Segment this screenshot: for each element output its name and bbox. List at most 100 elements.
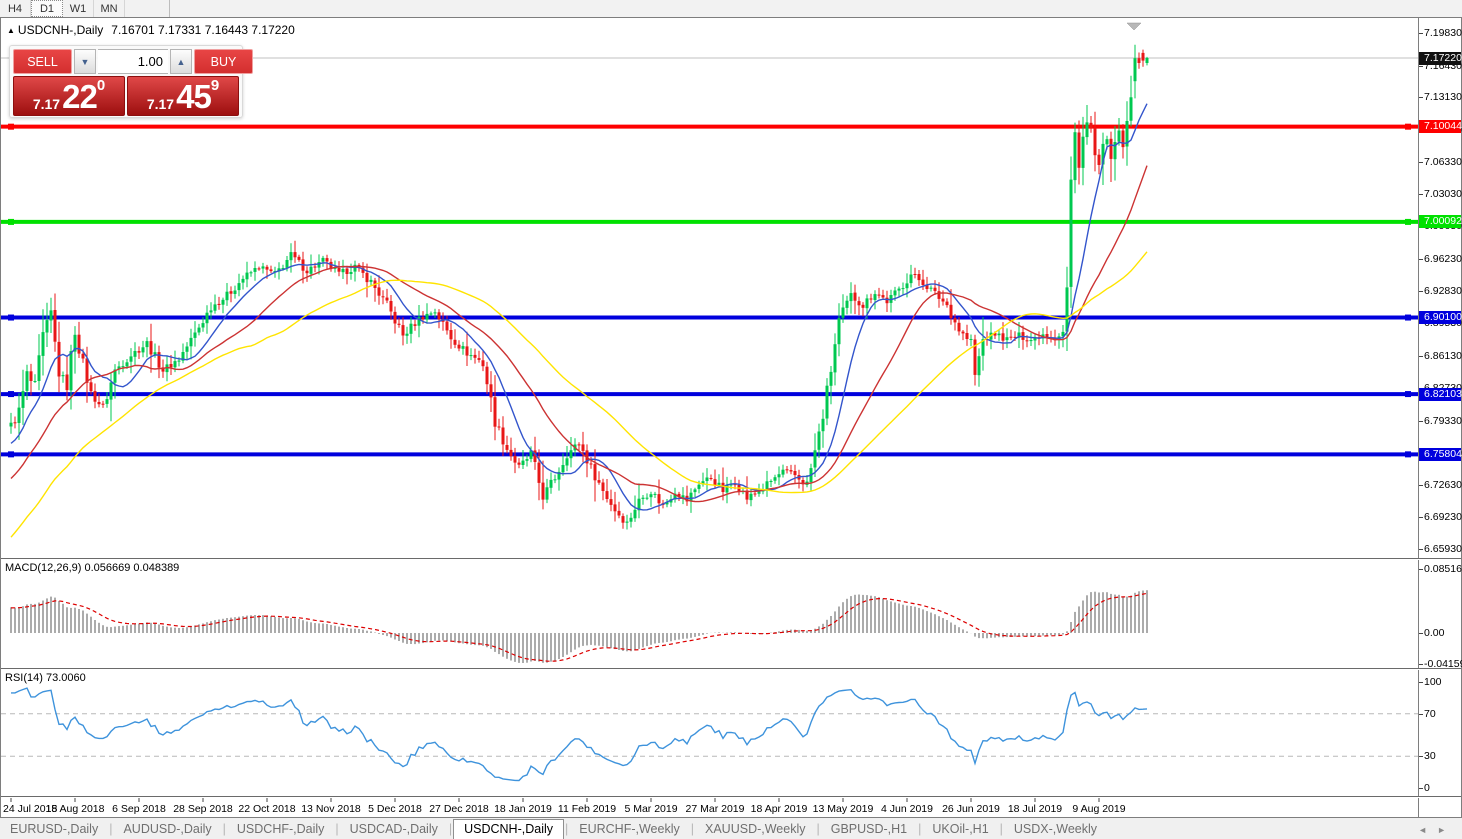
- moving-average-2: [10, 251, 1148, 538]
- sell-price-button[interactable]: 7.17 22 0: [13, 76, 125, 116]
- horizontal-line-resistance-red[interactable]: [1, 123, 1418, 130]
- date-label: 15 Aug 2018: [46, 803, 105, 815]
- macd-values: 0.056669 0.048389: [84, 562, 180, 574]
- horizontal-line-support-blue-1[interactable]: [1, 314, 1418, 321]
- chart-shift-marker-icon[interactable]: [1126, 22, 1142, 31]
- current-price-badge: 7.17220: [1419, 51, 1462, 65]
- buy-price-big: 45: [176, 78, 212, 115]
- axis-tick: [1419, 548, 1423, 550]
- tab-gbpusd-h1[interactable]: GBPUSD-,H1: [830, 822, 908, 836]
- macd-pane: [1, 560, 1418, 668]
- tab-separator: |: [335, 822, 339, 836]
- date-label: 9 Aug 2019: [1072, 803, 1125, 815]
- date-label: 27 Dec 2018: [429, 803, 489, 815]
- tab-separator: |: [918, 822, 922, 836]
- axis-tick: [1419, 568, 1423, 570]
- tab-ukoil-h1[interactable]: UKOil-,H1: [932, 822, 989, 836]
- horizontal-line-level-green[interactable]: [1, 218, 1418, 225]
- price-badge-support-blue-2[interactable]: 6.82103: [1419, 387, 1462, 401]
- chart-ohlc-values: 7.16701 7.17331 7.16443 7.17220: [111, 23, 295, 37]
- pane-separator[interactable]: [1, 558, 1461, 559]
- tab-xauusd-weekly[interactable]: XAUUSD-,Weekly: [705, 822, 806, 836]
- tab-scroll-arrows[interactable]: ◄►: [1418, 825, 1456, 835]
- price-axis-label: 6.65930: [1424, 542, 1462, 555]
- sell-button[interactable]: SELL: [13, 49, 72, 74]
- tab-audusd-daily[interactable]: AUDUSD-,Daily: [123, 822, 212, 836]
- date-label: 5 Dec 2018: [368, 803, 422, 815]
- tab-usdchf-daily[interactable]: USDCHF-,Daily: [236, 822, 325, 836]
- chart-tab-bar: EURUSD-,Daily | AUDUSD-,Daily | USDCHF-,Dail…: [0, 818, 1462, 839]
- tab-usdcad-daily[interactable]: USDCAD-,Daily: [349, 822, 438, 836]
- axis-tick: [1419, 193, 1423, 195]
- date-label: 11 Feb 2019: [558, 803, 616, 815]
- date-label: 6 Sep 2018: [112, 803, 166, 815]
- date-label: 24 Jul 2018: [3, 803, 57, 815]
- sell-price-sup: 0: [96, 77, 106, 94]
- buy-button[interactable]: BUY: [194, 49, 253, 74]
- price-axis-label: 7.19830: [1424, 27, 1462, 40]
- price-axis: 7.198307.164307.131307.097307.063307.030…: [1418, 18, 1462, 817]
- axis-tick: [1419, 291, 1423, 293]
- price-badge-support-blue-1[interactable]: 6.90100: [1419, 311, 1462, 325]
- timeframe-toolbar: H4 D1 W1 MN: [0, 0, 1462, 18]
- price-axis-label: 6.86130: [1424, 349, 1462, 362]
- buy-price-button[interactable]: 7.17 45 9: [127, 76, 239, 116]
- tab-eurusd-daily[interactable]: EURUSD-,Daily: [10, 822, 99, 836]
- price-axis-label: 6.69230: [1424, 511, 1462, 524]
- horizontal-line-support-blue-2[interactable]: [1, 391, 1418, 398]
- moving-average-0: [10, 103, 1148, 511]
- date-label: 4 Jun 2019: [881, 803, 933, 815]
- chart-symbol-period: USDCNH-,Daily: [17, 23, 104, 37]
- date-label: 13 Nov 2018: [301, 803, 361, 815]
- collapse-arrow-icon[interactable]: ▲: [7, 26, 15, 35]
- axis-tick: [1419, 97, 1423, 99]
- axis-tick: [1419, 633, 1423, 634]
- axis-tick: [1419, 484, 1423, 486]
- price-axis-label: 30: [1424, 750, 1436, 763]
- tab-usdcnh-daily[interactable]: USDCNH-,Daily: [453, 819, 565, 839]
- price-badge-level-green[interactable]: 7.00092: [1419, 215, 1462, 229]
- date-label: 13 May 2019: [813, 803, 874, 815]
- price-axis-label: 7.03030: [1424, 187, 1462, 200]
- price-badge-support-blue-3[interactable]: 6.75804: [1419, 447, 1462, 461]
- timeframe-button-mn[interactable]: MN: [94, 0, 125, 17]
- rsi-value: 73.0060: [45, 672, 86, 684]
- date-label: 18 Jul 2019: [1008, 803, 1062, 815]
- macd-label: MACD(12,26,9) 0.056669 0.048389: [5, 562, 179, 574]
- tab-eurchf-weekly[interactable]: EURCHF-,Weekly: [579, 822, 680, 836]
- timeframe-button-d1[interactable]: D1: [31, 0, 63, 17]
- axis-tick: [1419, 517, 1423, 519]
- volume-input[interactable]: [98, 49, 168, 74]
- price-axis-label: -0.041597: [1424, 658, 1462, 671]
- timeframe-button-w1[interactable]: W1: [63, 0, 94, 17]
- pane-separator[interactable]: [1, 668, 1461, 669]
- price-axis-label: 0.085164: [1424, 562, 1462, 575]
- volume-decrease-button[interactable]: ▼: [74, 49, 96, 74]
- chart-window: 24 Jul 2018 15 Aug 2018 6 Sep 2018 28 Sep 2…: [0, 17, 1462, 818]
- axis-tick: [1419, 162, 1423, 164]
- rsi-name: RSI(14): [5, 672, 43, 684]
- buy-price-sup: 9: [210, 77, 220, 94]
- sell-price-small: 7.17: [32, 96, 61, 112]
- date-label: 5 Mar 2019: [624, 803, 677, 815]
- axis-tick: [1419, 756, 1423, 758]
- price-axis-label: 0.00: [1424, 627, 1445, 639]
- axis-tick: [1419, 258, 1423, 260]
- axis-tick: [1419, 788, 1423, 789]
- volume-increase-button[interactable]: ▲: [170, 49, 192, 74]
- moving-average-1: [10, 165, 1148, 503]
- horizontal-line-support-blue-3[interactable]: [1, 451, 1418, 458]
- price-axis-label: 100: [1424, 676, 1442, 688]
- date-label: 27 Mar 2019: [686, 803, 745, 815]
- price-axis-label: 7.06330: [1424, 156, 1462, 169]
- price-axis-label: 0: [1424, 782, 1430, 794]
- timeframe-button-h4[interactable]: H4: [0, 0, 31, 17]
- rsi-line: [11, 687, 1148, 782]
- tab-separator: |: [222, 822, 226, 836]
- price-badge-resistance-red[interactable]: 7.10044: [1419, 120, 1462, 134]
- date-label: 26 Jun 2019: [942, 803, 1000, 815]
- date-label: 18 Jan 2019: [494, 803, 552, 815]
- tab-usdx-weekly[interactable]: USDX-,Weekly: [1013, 822, 1098, 836]
